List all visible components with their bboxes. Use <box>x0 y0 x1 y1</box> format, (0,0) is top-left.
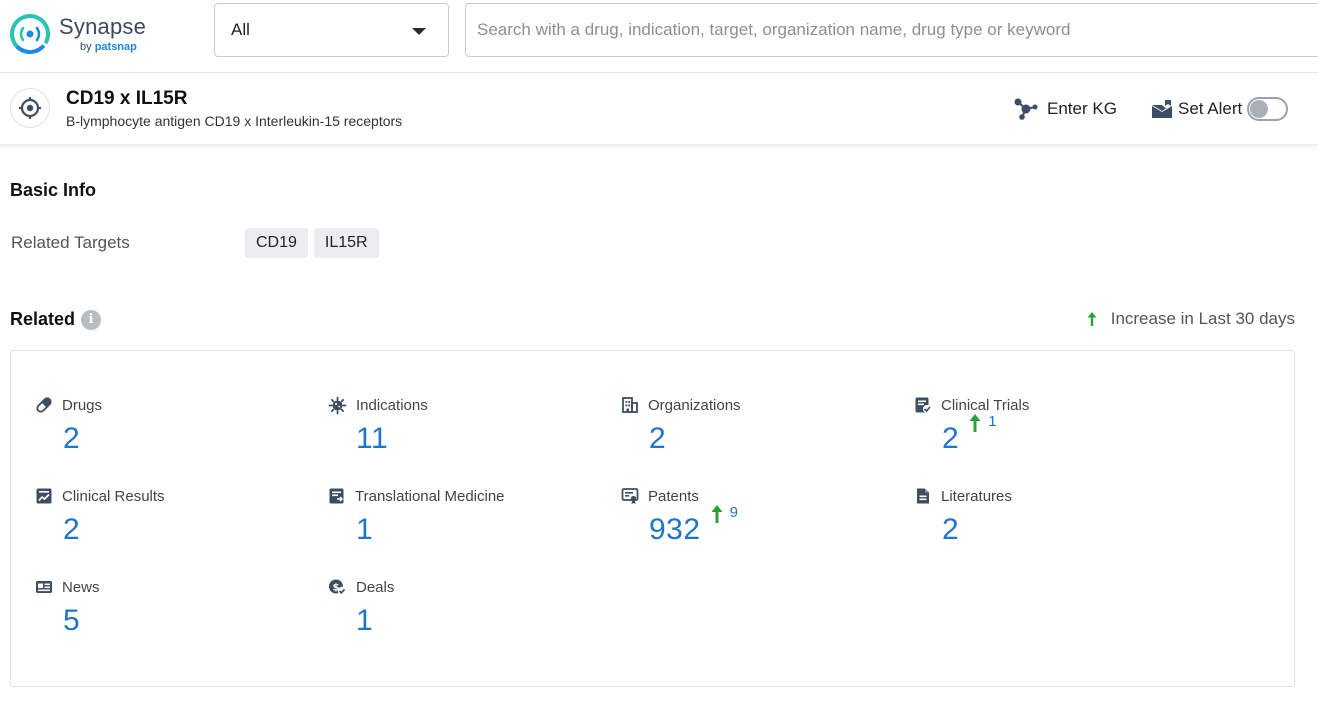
page-subtitle: B-lymphocyte antigen CD19 x Interleukin-… <box>66 113 402 129</box>
stat-label: Translational Medicine <box>355 488 505 505</box>
document-icon <box>914 487 932 505</box>
stat-value: 1 <box>356 603 373 639</box>
stat-translational-medicine[interactable]: Translational Medicine 1 <box>328 486 588 556</box>
virus-icon <box>328 396 347 415</box>
knowledge-graph-icon <box>1013 97 1039 121</box>
increase-count: 9 <box>730 504 738 521</box>
increase-legend-label: Increase in Last 30 days <box>1111 309 1295 329</box>
related-targets-list: CD19 IL15R <box>245 228 379 258</box>
stat-value: 1 <box>356 512 373 548</box>
increase-indicator: 1 <box>969 413 996 433</box>
set-alert-label: Set Alert <box>1178 99 1242 119</box>
stat-value: 2 <box>942 512 959 548</box>
translational-icon <box>328 487 346 505</box>
caret-down-icon <box>412 28 426 35</box>
brand-byline: by patsnap <box>80 42 146 53</box>
stat-value: 11 <box>356 421 388 457</box>
arrow-up-icon <box>969 413 981 433</box>
search-scope-value: All <box>231 20 250 40</box>
stat-indications[interactable]: Indications 11 <box>328 395 588 465</box>
target-tag-il15r[interactable]: IL15R <box>314 228 379 258</box>
entity-header: CD19 x IL15R B-lymphocyte antigen CD19 x… <box>0 73 1318 145</box>
related-heading-label: Related <box>10 309 75 330</box>
brand-company: patsnap <box>95 41 137 53</box>
pill-icon <box>35 396 53 414</box>
stat-value: 2 <box>942 421 959 457</box>
set-alert-control: Set Alert <box>1150 96 1288 122</box>
stat-organizations[interactable]: Organizations 2 <box>621 395 881 465</box>
increase-indicator: 9 <box>711 504 738 524</box>
stat-clinical-results[interactable]: Clinical Results 2 <box>35 486 295 556</box>
increase-legend: Increase in Last 30 days <box>1087 309 1295 329</box>
related-targets-label: Related Targets <box>11 233 130 253</box>
stat-value: 2 <box>63 512 80 548</box>
target-icon <box>18 96 42 120</box>
synapse-logo[interactable]: Synapse by patsnap <box>10 12 170 56</box>
stat-value: 5 <box>63 603 80 639</box>
enter-kg-label: Enter KG <box>1047 99 1117 119</box>
arrow-up-icon <box>1087 311 1097 327</box>
alert-mail-icon <box>1150 98 1174 120</box>
stat-value: 2 <box>63 421 80 457</box>
target-tag-cd19[interactable]: CD19 <box>245 228 308 258</box>
deal-icon: $ <box>328 578 347 596</box>
stat-news[interactable]: News 5 <box>35 577 295 647</box>
stat-patents[interactable]: Patents 932 9 <box>621 486 881 556</box>
increase-count: 1 <box>988 413 996 430</box>
clinical-trial-icon <box>914 396 932 414</box>
related-heading: Related i <box>10 309 101 330</box>
patent-icon <box>621 487 639 505</box>
building-icon <box>621 396 639 414</box>
basic-info-heading: Basic Info <box>10 180 96 201</box>
stat-label: Clinical Results <box>62 488 165 505</box>
stat-label: Literatures <box>941 488 1012 505</box>
set-alert-toggle[interactable] <box>1247 97 1288 121</box>
stat-literatures[interactable]: Literatures 2 <box>914 486 1174 556</box>
news-icon <box>35 578 53 596</box>
synapse-logo-icon <box>10 14 50 54</box>
stat-drugs[interactable]: Drugs 2 <box>35 395 295 465</box>
info-icon[interactable]: i <box>81 310 101 330</box>
search-scope-select[interactable]: All <box>214 3 449 57</box>
brand-by: by <box>80 41 92 53</box>
stat-label: Clinical Trials <box>941 397 1029 414</box>
related-stats-card: Drugs 2 Indications 11 <box>10 350 1295 687</box>
stat-label: Patents <box>648 488 699 505</box>
stat-value: 2 <box>649 421 666 457</box>
target-badge <box>10 88 50 128</box>
chart-result-icon <box>35 487 53 505</box>
arrow-up-icon <box>711 504 723 524</box>
stat-label: Indications <box>356 397 428 414</box>
top-bar: Synapse by patsnap All <box>0 0 1318 73</box>
stat-deals[interactable]: $ Deals 1 <box>328 577 588 647</box>
stat-label: Drugs <box>62 397 102 414</box>
brand-name: Synapse <box>59 16 146 38</box>
stat-label: Deals <box>356 579 394 596</box>
page-title: CD19 x IL15R <box>66 88 187 110</box>
search-input[interactable] <box>465 3 1318 57</box>
toggle-knob <box>1250 100 1268 118</box>
stat-label: News <box>62 579 100 596</box>
stat-label: Organizations <box>648 397 741 414</box>
enter-kg-button[interactable]: Enter KG <box>1013 96 1117 122</box>
stat-value: 932 <box>649 512 701 548</box>
stat-clinical-trials[interactable]: Clinical Trials 2 1 <box>914 395 1174 465</box>
